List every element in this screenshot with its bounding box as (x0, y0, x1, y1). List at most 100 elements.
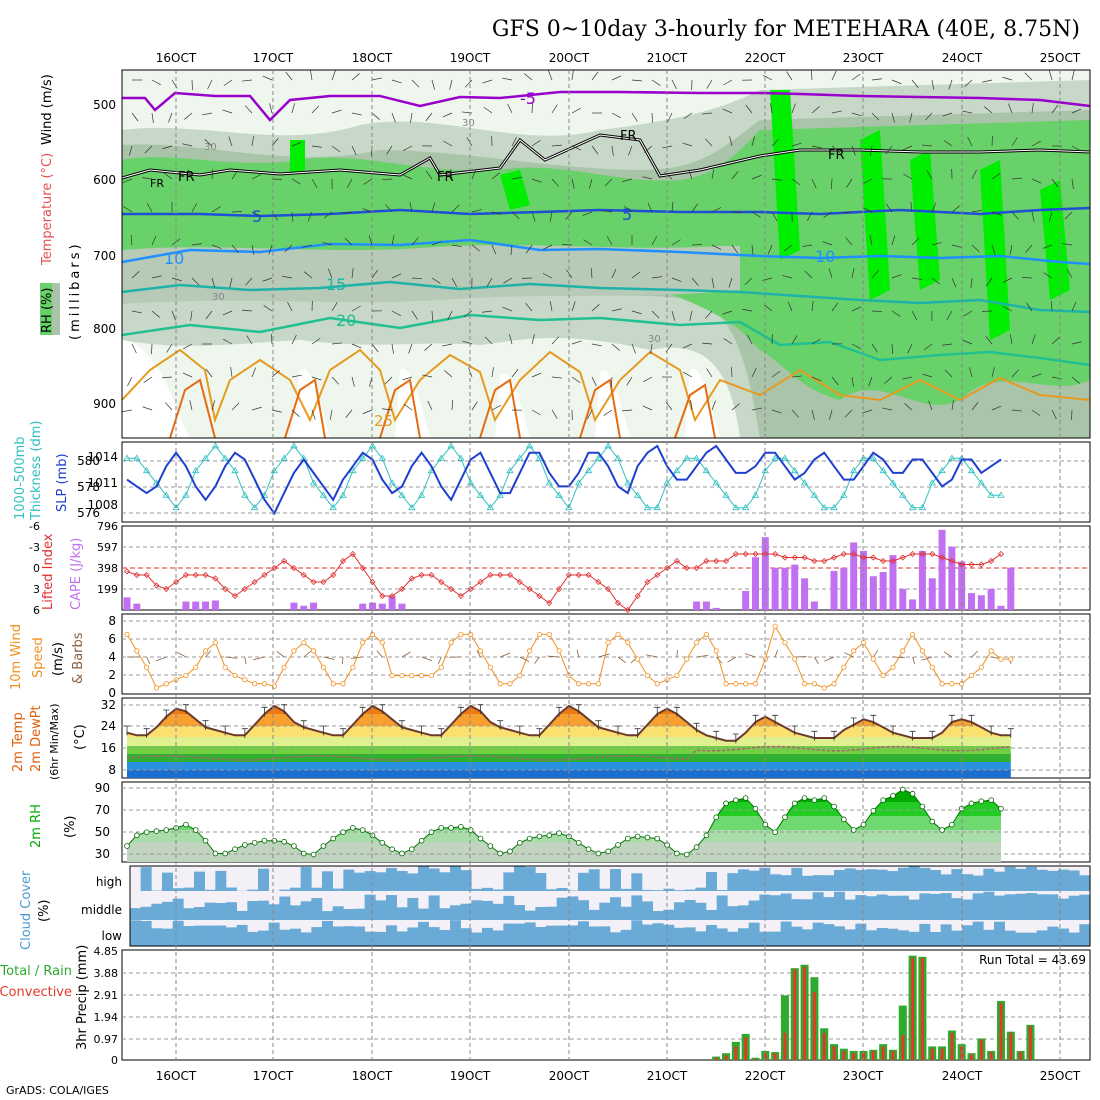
bottom-date-tick: 19OCT (450, 1069, 491, 1083)
li-point (457, 592, 464, 600)
wind-point (654, 681, 660, 687)
cloud-cell (204, 889, 216, 891)
upper-wind-barb (151, 310, 160, 318)
upper-wind-barb (1062, 243, 1073, 246)
wind-point (517, 672, 523, 679)
thickness-point (791, 466, 799, 474)
upper-wind-barb (482, 310, 493, 313)
upper-wind-barb (1066, 269, 1073, 279)
rh-point (713, 814, 719, 820)
top-date-tick: 20OCT (549, 51, 590, 65)
cloud-cell (962, 899, 973, 920)
upper-wind-barb (722, 108, 733, 114)
upper-wind-barb (231, 211, 243, 213)
cloud-cell (524, 867, 536, 891)
upper-wind-barb (931, 242, 942, 246)
thickness-point (928, 479, 936, 486)
upper-wind-barb (146, 203, 153, 213)
upper-wind-barb (902, 145, 913, 151)
cloud-cell (460, 870, 472, 891)
upper-wind-barb (466, 137, 473, 147)
wind-point (448, 640, 454, 646)
upper-wind-barb (291, 178, 301, 185)
upper-wind-barb (363, 178, 373, 185)
temp-contour-5 (122, 206, 1091, 218)
thickness-point (820, 503, 828, 511)
thickness-point (241, 491, 249, 498)
thickness-point (840, 491, 848, 498)
top-date-tick: 17OCT (253, 51, 294, 65)
wind-point (222, 664, 228, 670)
cloud-cell (226, 902, 237, 920)
upper-wind-barb (542, 244, 553, 250)
li-point (624, 606, 631, 614)
upper-wind-barb (409, 202, 413, 213)
cloud-cell (418, 908, 429, 920)
li-point (408, 575, 415, 582)
thickness-point (997, 491, 1005, 498)
cloud-cell (343, 908, 355, 920)
upper-wind-barb (311, 105, 320, 114)
upper-wind-barb (1002, 277, 1013, 283)
cloud-cell (460, 903, 472, 920)
minmax-bar (516, 725, 523, 736)
cloud-cell (375, 931, 387, 946)
thickness-point (358, 454, 367, 461)
cloud-cell (524, 910, 536, 920)
upper-wind-barb (984, 106, 993, 114)
upper-wind-barb (525, 303, 533, 312)
li-point (938, 554, 946, 561)
cloud-cell (428, 895, 440, 920)
cloud-cell (727, 906, 739, 920)
upper-wind-barb (651, 236, 658, 246)
upper-wind-barb (770, 103, 773, 114)
upper-wind-barb (166, 343, 173, 353)
precip-conv-bar (832, 1046, 836, 1060)
contour-label: -5 (520, 89, 536, 108)
upper-wind-barb (931, 202, 937, 213)
precip-conv-bar (940, 1048, 944, 1060)
upper-wind-barb (651, 310, 660, 319)
upper-wind-barb (791, 178, 801, 186)
cape-tick: 199 (97, 583, 118, 596)
minmax-bar (379, 704, 386, 714)
upper-wind-barb (1008, 103, 1013, 114)
wind-ylabel-unit: (m/s) (51, 642, 66, 676)
thickness-point (506, 466, 514, 474)
minmax-bar (359, 706, 366, 717)
cloud-cell (791, 867, 803, 891)
cloud-cell (492, 930, 504, 946)
wind-point (379, 640, 385, 646)
temp-minmax-bars (124, 704, 1014, 744)
cloud-cell (834, 870, 845, 891)
li-point (654, 571, 661, 579)
cloud-cell (738, 869, 749, 891)
upper-wind-barb (891, 112, 895, 123)
upper-wind-barb (151, 112, 154, 123)
upper-wind-barb (123, 206, 133, 213)
upper-wind-barb (907, 343, 913, 354)
wind-panel: 8 6 4 2 0 10m Wind Speed (m/s) & Barbs (9, 613, 1091, 700)
cloud-cell (364, 931, 376, 946)
li-tick: -3 (29, 541, 40, 554)
wind-point (183, 672, 189, 679)
upper-wind-barb (307, 211, 313, 222)
upper-wind-barb (689, 310, 693, 321)
cloud-cell (1015, 868, 1027, 891)
upper-wind-barb (291, 103, 295, 114)
precip-conv-bar (734, 1046, 738, 1060)
cloud-cell (919, 923, 931, 946)
upper-wind-barb (971, 244, 980, 253)
upper-wind-barb (771, 178, 782, 181)
surface-wind-barbs (127, 649, 1012, 665)
temp-tick: 8 (108, 763, 116, 777)
li-point (722, 557, 730, 565)
precip-conv-bar (999, 1003, 1003, 1060)
li-point (153, 582, 160, 589)
upper-wind-barb (229, 277, 233, 288)
upper-wind-barb (471, 169, 477, 180)
wind-point (468, 631, 474, 638)
cloud-cell (375, 872, 387, 891)
cloud-cell (226, 927, 237, 946)
upper-wind-barb (869, 235, 873, 246)
